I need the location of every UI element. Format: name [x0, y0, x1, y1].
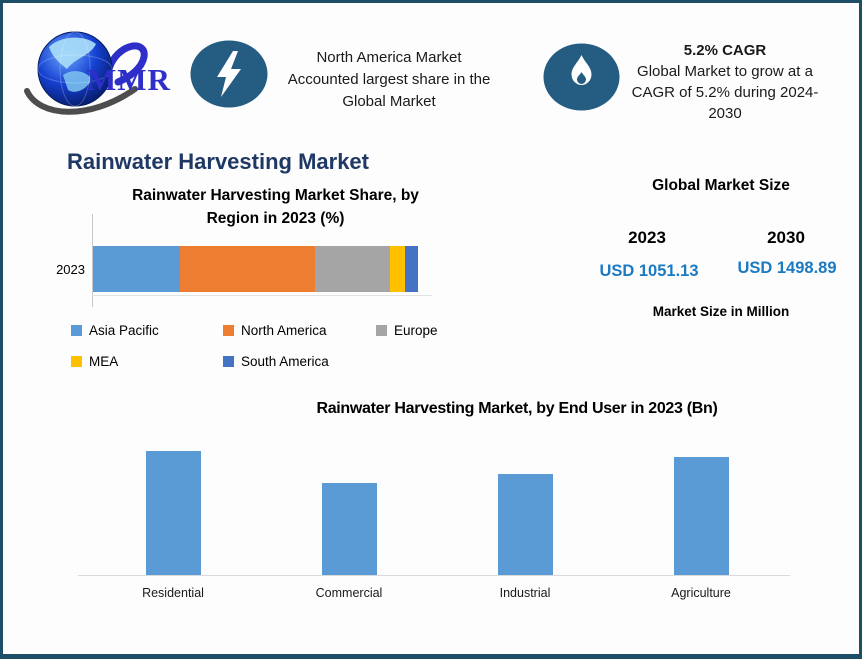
mmr-logo: MMR: [24, 31, 171, 115]
lightning-bolt-glyph: [217, 51, 241, 97]
legend-item-north-america: North America: [223, 323, 376, 338]
bar-residential: [145, 451, 201, 575]
region-chart-x-axis: [92, 295, 432, 296]
market-size-note: Market Size in Million: [652, 304, 790, 319]
bar-column-commercial: [261, 435, 437, 575]
cagr-line: Global Market to grow at a: [637, 63, 813, 80]
legend-label-asia-pacific: Asia Pacific: [89, 323, 159, 338]
bar-segment-europe: [314, 246, 391, 292]
bar-column-residential: [85, 435, 261, 575]
flame-glyph: [571, 55, 592, 85]
legend-swatch-europe: [376, 325, 387, 336]
region-chart-title-line1: Rainwater Harvesting Market Share, by: [132, 187, 419, 204]
bar-commercial: [321, 483, 377, 575]
highlight-north-america: North America Market Accounted largest s…: [253, 47, 525, 113]
enduser-chart-x-axis: [78, 575, 790, 576]
globe-gridline: [59, 31, 91, 107]
bar-column-agriculture: [613, 435, 789, 575]
lightning-icon: [190, 40, 268, 108]
bar-column-industrial: [437, 435, 613, 575]
enduser-labels: Residential Commercial Industrial Agricultu…: [85, 586, 789, 600]
region-stacked-bar: [93, 246, 418, 292]
market-size-value-2023: USD 1051.13: [599, 262, 699, 280]
bar-label-agriculture: Agriculture: [671, 586, 731, 600]
legend-item-south-america: South America: [223, 354, 376, 369]
cagr-line: CAGR of 5.2% during 2024-: [631, 84, 819, 101]
legend-item-mea: MEA: [71, 354, 223, 369]
market-size-year-2030: 2030: [767, 228, 805, 247]
bar-segment-north-america: [180, 246, 315, 292]
legend-swatch-mea: [71, 356, 82, 367]
region-chart-year-label: 2023: [56, 262, 85, 277]
cagr-title: 5.2% CAGR: [683, 42, 767, 59]
globe-continent-north: [49, 37, 96, 69]
bar-segment-south-america: [404, 246, 418, 292]
market-size-title: Global Market Size: [652, 177, 790, 194]
flame-inner: [577, 72, 586, 84]
highlight-cagr: 5.2% CAGR Global Market to grow at a CAG…: [609, 40, 841, 124]
legend-swatch-asia-pacific: [71, 325, 82, 336]
globe-gridline: [37, 54, 113, 84]
legend-label-south-america: South America: [241, 354, 329, 369]
legend-item-asia-pacific: Asia Pacific: [71, 323, 223, 338]
bar-label-residential: Residential: [142, 586, 204, 600]
bar-industrial: [497, 474, 553, 575]
market-size-year-2023: 2023: [628, 228, 666, 247]
logo-text: MMR: [87, 62, 171, 97]
bar-agriculture: [673, 457, 729, 575]
highlight-line: North America Market: [316, 49, 462, 66]
enduser-chart-title: Rainwater Harvesting Market, by End User…: [316, 400, 718, 417]
region-legend: Asia Pacific North America Europe MEA South …: [71, 323, 501, 369]
flame-icon: [543, 43, 620, 111]
market-size-value-2030: USD 1498.89: [737, 259, 837, 277]
region-chart-title: Rainwater Harvesting Market Share, by Re…: [103, 184, 448, 230]
highlight-line: Global Market: [342, 93, 436, 110]
bar-segment-asia-pacific: [93, 246, 181, 292]
logo-swoosh-blue: [105, 42, 148, 86]
legend-label-north-america: North America: [241, 323, 327, 338]
region-chart-title-line2: Region in 2023 (%): [206, 210, 345, 227]
bar-label-commercial: Commercial: [315, 586, 383, 600]
bar-label-industrial: Industrial: [499, 586, 551, 600]
bar-segment-mea: [390, 246, 405, 292]
legend-swatch-north-america: [223, 325, 234, 336]
legend-item-europe: Europe: [376, 323, 501, 338]
highlight-line: Accounted largest share in the: [287, 71, 491, 88]
globe-continent-south: [63, 71, 92, 92]
legend-swatch-south-america: [223, 356, 234, 367]
page-title: Rainwater Harvesting Market: [67, 149, 369, 174]
region-chart-y-axis: [92, 214, 93, 307]
legend-label-europe: Europe: [394, 323, 438, 338]
enduser-bars: [85, 435, 789, 575]
legend-label-mea: MEA: [89, 354, 119, 369]
cagr-line: 2030: [708, 105, 742, 122]
logo-swoosh-gray: [24, 86, 138, 115]
